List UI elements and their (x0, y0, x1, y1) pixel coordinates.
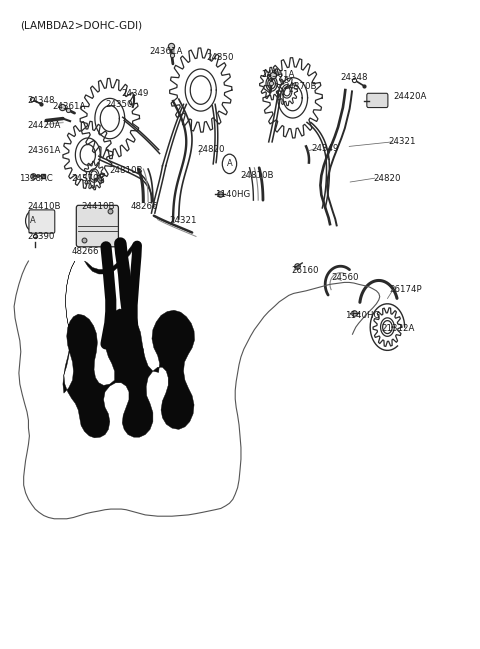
FancyBboxPatch shape (29, 210, 55, 233)
Text: A: A (30, 216, 36, 225)
Text: 1140HG: 1140HG (345, 311, 381, 320)
Text: 24321: 24321 (388, 138, 416, 147)
Text: 24810B: 24810B (240, 171, 274, 180)
Text: 26174P: 26174P (389, 285, 422, 294)
Text: 24361A: 24361A (262, 70, 295, 79)
Text: 24348: 24348 (27, 96, 55, 105)
Text: 24349: 24349 (312, 144, 339, 153)
Text: 24560: 24560 (331, 273, 359, 282)
Text: 24420A: 24420A (27, 121, 60, 130)
Text: 24390: 24390 (27, 232, 54, 241)
Text: 24361A: 24361A (149, 47, 182, 56)
Text: 24410B: 24410B (27, 202, 60, 211)
Polygon shape (63, 261, 194, 438)
Text: 24321: 24321 (169, 216, 197, 225)
Polygon shape (84, 243, 136, 274)
Text: 24370B: 24370B (72, 174, 105, 182)
FancyBboxPatch shape (367, 93, 388, 108)
FancyBboxPatch shape (76, 205, 119, 247)
Text: (LAMBDA2>DOHC-GDI): (LAMBDA2>DOHC-GDI) (20, 20, 142, 30)
Text: 24361A: 24361A (27, 147, 60, 156)
Text: 48266: 48266 (131, 202, 158, 211)
Text: 1140HG: 1140HG (215, 190, 251, 199)
Text: 21312A: 21312A (381, 324, 415, 333)
Text: 26160: 26160 (292, 265, 319, 275)
Text: 24820: 24820 (197, 145, 225, 154)
Text: 24370B: 24370B (283, 82, 317, 91)
Text: 24349: 24349 (121, 90, 149, 99)
Circle shape (222, 154, 237, 173)
Text: 24348: 24348 (340, 73, 368, 82)
Text: 24420A: 24420A (393, 92, 427, 101)
Text: 24350: 24350 (206, 53, 234, 62)
Circle shape (25, 210, 41, 231)
Text: 24350: 24350 (105, 100, 132, 109)
Text: 48266: 48266 (72, 247, 99, 256)
Text: A: A (227, 160, 232, 168)
Text: 24810B: 24810B (110, 166, 144, 175)
Text: 24361A: 24361A (52, 103, 86, 112)
Text: 24820: 24820 (373, 174, 400, 182)
Text: 1338AC: 1338AC (19, 174, 53, 182)
Text: 24410B: 24410B (81, 202, 115, 211)
Polygon shape (115, 337, 144, 371)
